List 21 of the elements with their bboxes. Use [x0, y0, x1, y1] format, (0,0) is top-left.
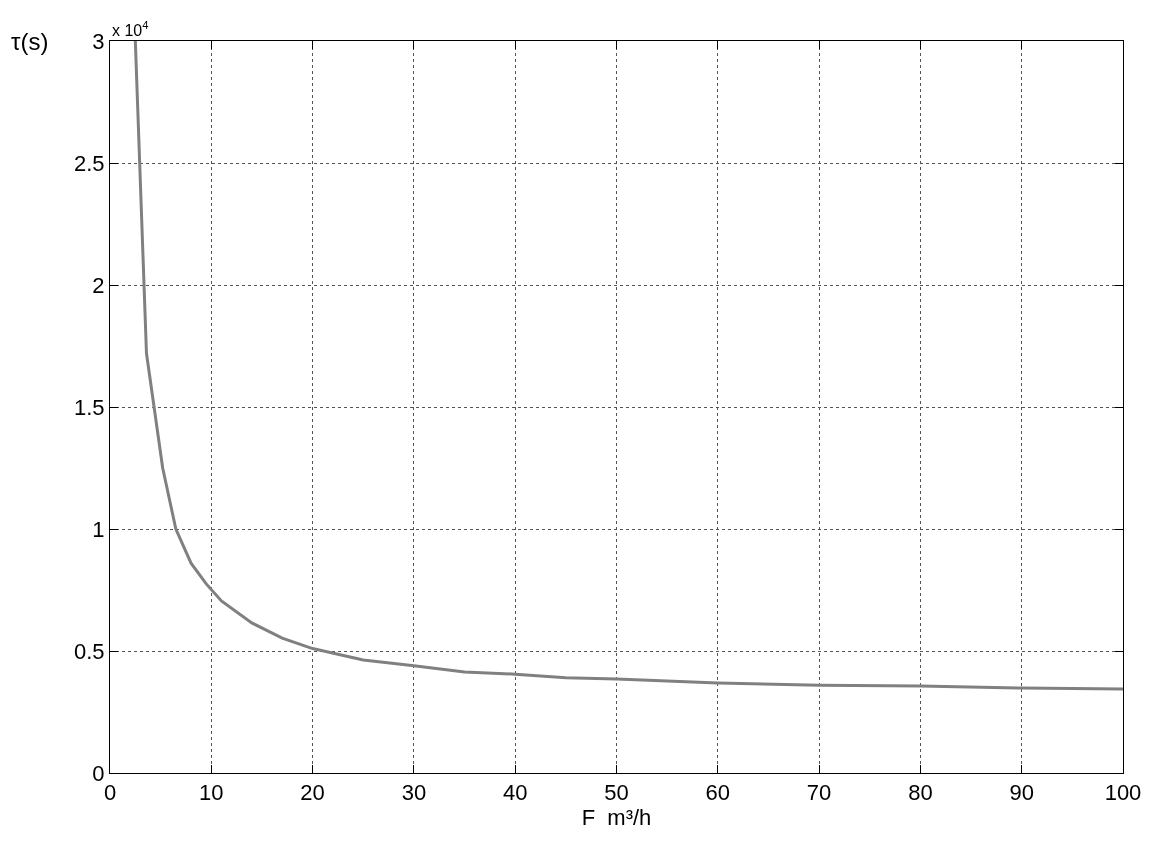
y-tick-label: 1.5 [74, 394, 105, 420]
y-tick-label: 2.5 [74, 150, 105, 176]
x-tick-label: 10 [199, 780, 224, 806]
x-tick-label: 40 [502, 780, 528, 806]
x-tick-label: 50 [604, 780, 629, 806]
y-tick-label: 3 [92, 28, 105, 54]
x-tick-label: 20 [300, 780, 325, 806]
x-tick-label: 70 [806, 780, 832, 806]
x-tick-label: 30 [401, 780, 427, 806]
x-tick-label: 100 [1104, 780, 1142, 806]
x-tick-label: 90 [1009, 780, 1034, 806]
text: x 10$^{4}$ [112, 19, 149, 39]
line-series [133, 41, 1123, 691]
x-tick-label: 60 [705, 780, 731, 806]
y-tick-label: 0 [92, 760, 105, 786]
y-tick-label: 1 [92, 516, 105, 542]
x-axis-title: F m³/h [581, 805, 652, 831]
y-axis-title: τ(s) [11, 28, 49, 55]
y-tick-label: 2 [92, 272, 105, 298]
x-tick-label: 80 [908, 780, 933, 806]
y-tick-label: 0.5 [74, 638, 105, 664]
